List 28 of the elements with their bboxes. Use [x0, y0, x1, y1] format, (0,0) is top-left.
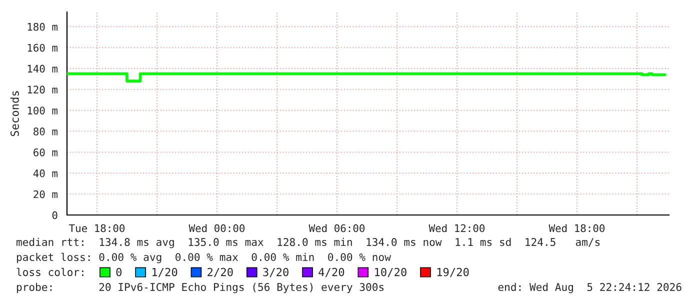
legend-label: 10/20 — [375, 268, 406, 278]
legend-label: 0 — [116, 268, 122, 276]
text: end: Wed Aug 5 22:24:12 2026 — [498, 282, 682, 294]
text: packet loss: 0.00 % avg 0.00 % max 0.00 % min 0.00 % now — [16, 252, 391, 264]
y-axis-title: Seconds — [10, 91, 19, 136]
y-tick-label: 180 m — [28, 22, 58, 31]
y-tick-label: 140 m — [28, 64, 58, 73]
y-tick-label: 80 m — [34, 128, 58, 136]
legend-label: 3/20 — [263, 268, 288, 278]
legend-label: 2/20 — [208, 268, 233, 278]
x-tick-label: Tue 18:00 — [69, 224, 125, 232]
text: median rtt: 134.8 ms avg 135.0 ms max 128.0 ms min 134.0 ms now 1.1 ms sd 124.5 am/s — [16, 238, 600, 248]
y-tick-label: 120 m — [28, 86, 58, 94]
text: probe: 20 IPv6-ICMP Echo Pings (56 Bytes) every 300s — [16, 282, 384, 294]
x-tick-label: Wed 12:00 — [428, 224, 485, 232]
y-tick-label: 60 m — [34, 148, 58, 156]
y-tick-label: 160 m — [28, 44, 58, 52]
legend-label: 19/20 — [437, 268, 469, 278]
y-tick-label: 0 — [52, 211, 58, 220]
y-tick-label: 20 m — [34, 190, 58, 198]
x-tick-label: Wed 18:00 — [548, 224, 605, 232]
legend-label: 1/20 — [152, 268, 178, 278]
y-tick-label: 40 m — [33, 169, 58, 178]
y-tick-label: 100 m — [28, 106, 58, 114]
x-tick-label: Wed 00:00 — [188, 224, 245, 232]
text: loss color: — [16, 268, 84, 276]
x-tick-label: Wed 06:00 — [308, 224, 365, 232]
legend-label: 4/20 — [318, 268, 344, 278]
